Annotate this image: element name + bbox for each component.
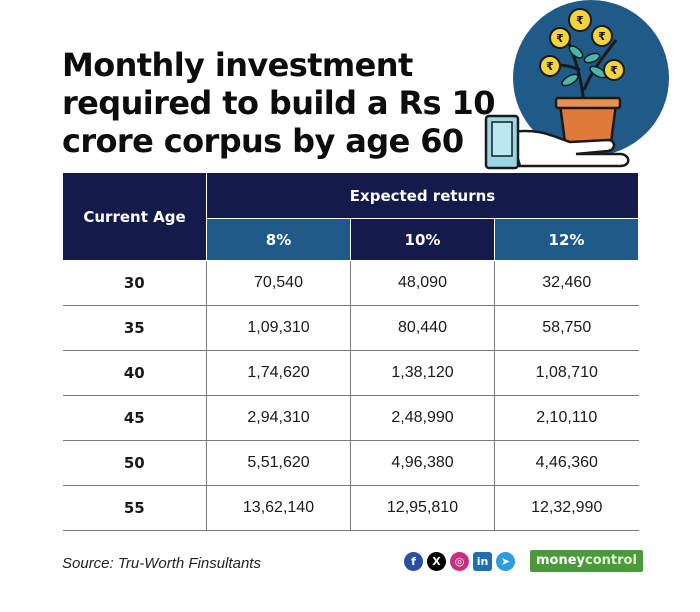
age-cell: 45 <box>62 395 207 441</box>
value-cell: 4,96,380 <box>350 440 495 486</box>
expected-returns-header: Expected returns <box>205 172 640 219</box>
facebook-icon[interactable]: f <box>404 552 423 571</box>
brand-part-control: control <box>585 553 637 568</box>
svg-text:₹: ₹ <box>546 60 554 73</box>
value-cell: 70,540 <box>206 260 351 306</box>
brand-part-money: money <box>536 553 586 568</box>
svg-text:₹: ₹ <box>610 64 618 77</box>
page-title: Monthly investment required to build a R… <box>62 46 495 160</box>
table-row: 30 70,540 48,090 32,460 <box>62 260 639 306</box>
moneycontrol-logo: moneycontrol <box>530 550 643 572</box>
value-cell: 1,08,710 <box>494 350 639 396</box>
value-cell: 1,38,120 <box>350 350 495 396</box>
value-cell: 2,94,310 <box>206 395 351 441</box>
money-plant-illustration: ₹ ₹ ₹ ₹ ₹ <box>484 0 669 170</box>
svg-text:₹: ₹ <box>598 30 606 43</box>
value-cell: 1,09,310 <box>206 305 351 351</box>
age-cell: 55 <box>62 485 207 531</box>
value-cell: 2,10,110 <box>494 395 639 441</box>
age-cell: 50 <box>62 440 207 486</box>
age-cell: 35 <box>62 305 207 351</box>
rate-header-10: 10% <box>350 218 495 261</box>
rate-header-8: 8% <box>206 218 351 261</box>
instagram-icon[interactable]: ◎ <box>450 552 469 571</box>
age-cell: 40 <box>62 350 207 396</box>
table-row: 45 2,94,310 2,48,990 2,10,110 <box>62 395 639 441</box>
x-icon[interactable]: X <box>427 552 446 571</box>
social-links: f X ◎ in ➤ <box>404 552 515 571</box>
value-cell: 12,95,810 <box>350 485 495 531</box>
table-row: 40 1,74,620 1,38,120 1,08,710 <box>62 350 639 396</box>
investment-table: Current Age Expected returns 8% 10% 12% … <box>62 172 640 531</box>
source-note: Source: Tru-Worth Finsultants <box>62 555 261 572</box>
value-cell: 80,440 <box>350 305 495 351</box>
current-age-header: Current Age <box>62 172 207 261</box>
telegram-icon[interactable]: ➤ <box>496 552 515 571</box>
value-cell: 48,090 <box>350 260 495 306</box>
linkedin-icon[interactable]: in <box>473 552 492 571</box>
rate-header-12: 12% <box>493 218 640 261</box>
svg-text:₹: ₹ <box>556 32 564 45</box>
age-cell: 30 <box>62 260 207 306</box>
value-cell: 2,48,990 <box>350 395 495 441</box>
value-cell: 4,46,360 <box>494 440 639 486</box>
svg-text:₹: ₹ <box>576 14 584 27</box>
value-cell: 5,51,620 <box>206 440 351 486</box>
table-row: 35 1,09,310 80,440 58,750 <box>62 305 639 351</box>
table-row: 55 13,62,140 12,95,810 12,32,990 <box>62 485 639 531</box>
value-cell: 13,62,140 <box>206 485 351 531</box>
table-row: 50 5,51,620 4,96,380 4,46,360 <box>62 440 639 486</box>
value-cell: 12,32,990 <box>494 485 639 531</box>
value-cell: 1,74,620 <box>206 350 351 396</box>
value-cell: 32,460 <box>494 260 639 306</box>
value-cell: 58,750 <box>494 305 639 351</box>
